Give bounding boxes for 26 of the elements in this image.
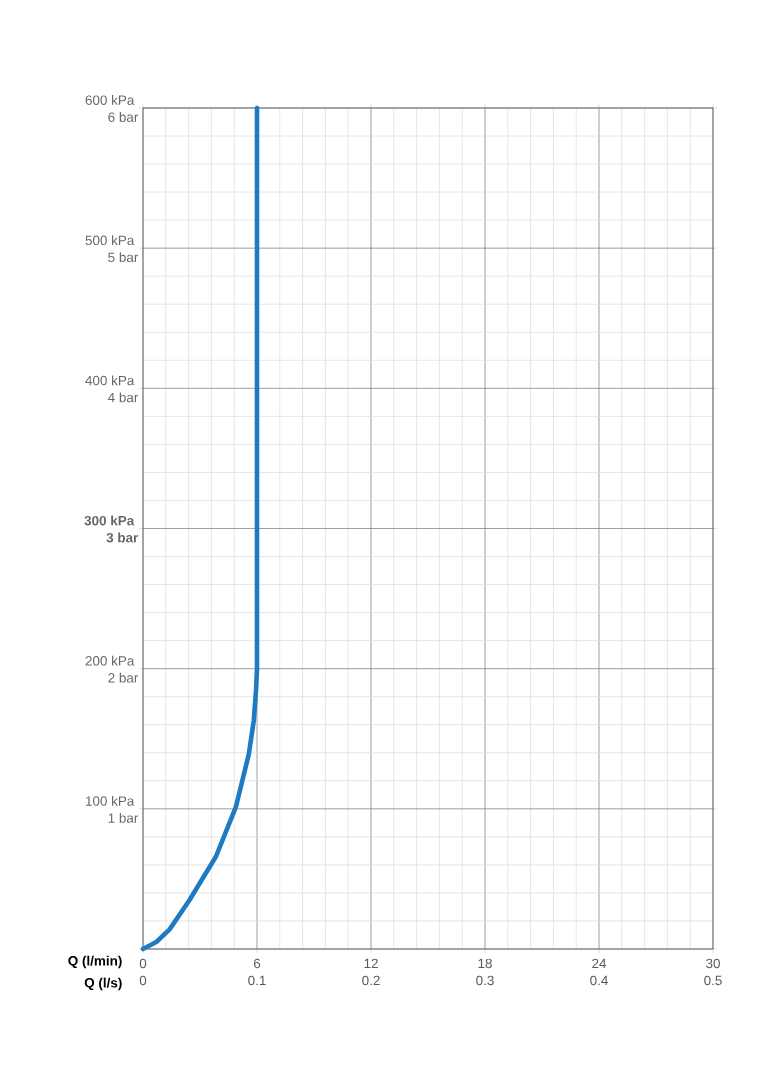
y2-tick-label: 2 bar: [108, 672, 139, 683]
y-tick-label: 600 kPa: [85, 95, 135, 105]
x2-tick-label: 0.4: [590, 975, 608, 986]
x2-axis-title: Q (l/s): [84, 977, 122, 991]
y2-tick-label: 1 bar: [108, 812, 139, 823]
x-tick-label: 12: [364, 958, 378, 969]
x2-tick-label: 0.2: [362, 975, 380, 986]
y2-tick-label: 5 bar: [108, 252, 139, 263]
y-tick-label: 300 kPa: [84, 515, 135, 526]
x-tick-label: 30: [706, 958, 720, 969]
y2-tick-label: 6 bar: [108, 112, 139, 122]
y-tick-label: 200 kPa: [85, 655, 135, 666]
x-tick-label: 24: [592, 958, 607, 969]
y2-tick-label: 3 bar: [106, 532, 139, 543]
x-tick-label: 6: [253, 958, 261, 969]
x2-tick-label: 0.3: [476, 975, 494, 986]
x2-tick-label: 0.1: [248, 975, 266, 986]
y-tick-label: 500 kPa: [85, 235, 135, 246]
x-tick-label: 18: [478, 958, 492, 969]
x2-tick-label: 0.5: [704, 975, 722, 986]
x2-tick-label: 0: [139, 975, 147, 986]
y-tick-label: 400 kPa: [85, 375, 135, 386]
x-axis-title: Q (l/min): [68, 955, 122, 969]
x-tick-label: 0: [139, 958, 147, 969]
y2-tick-label: 4 bar: [107, 392, 139, 403]
y-tick-label: 100 kPa: [86, 795, 135, 806]
